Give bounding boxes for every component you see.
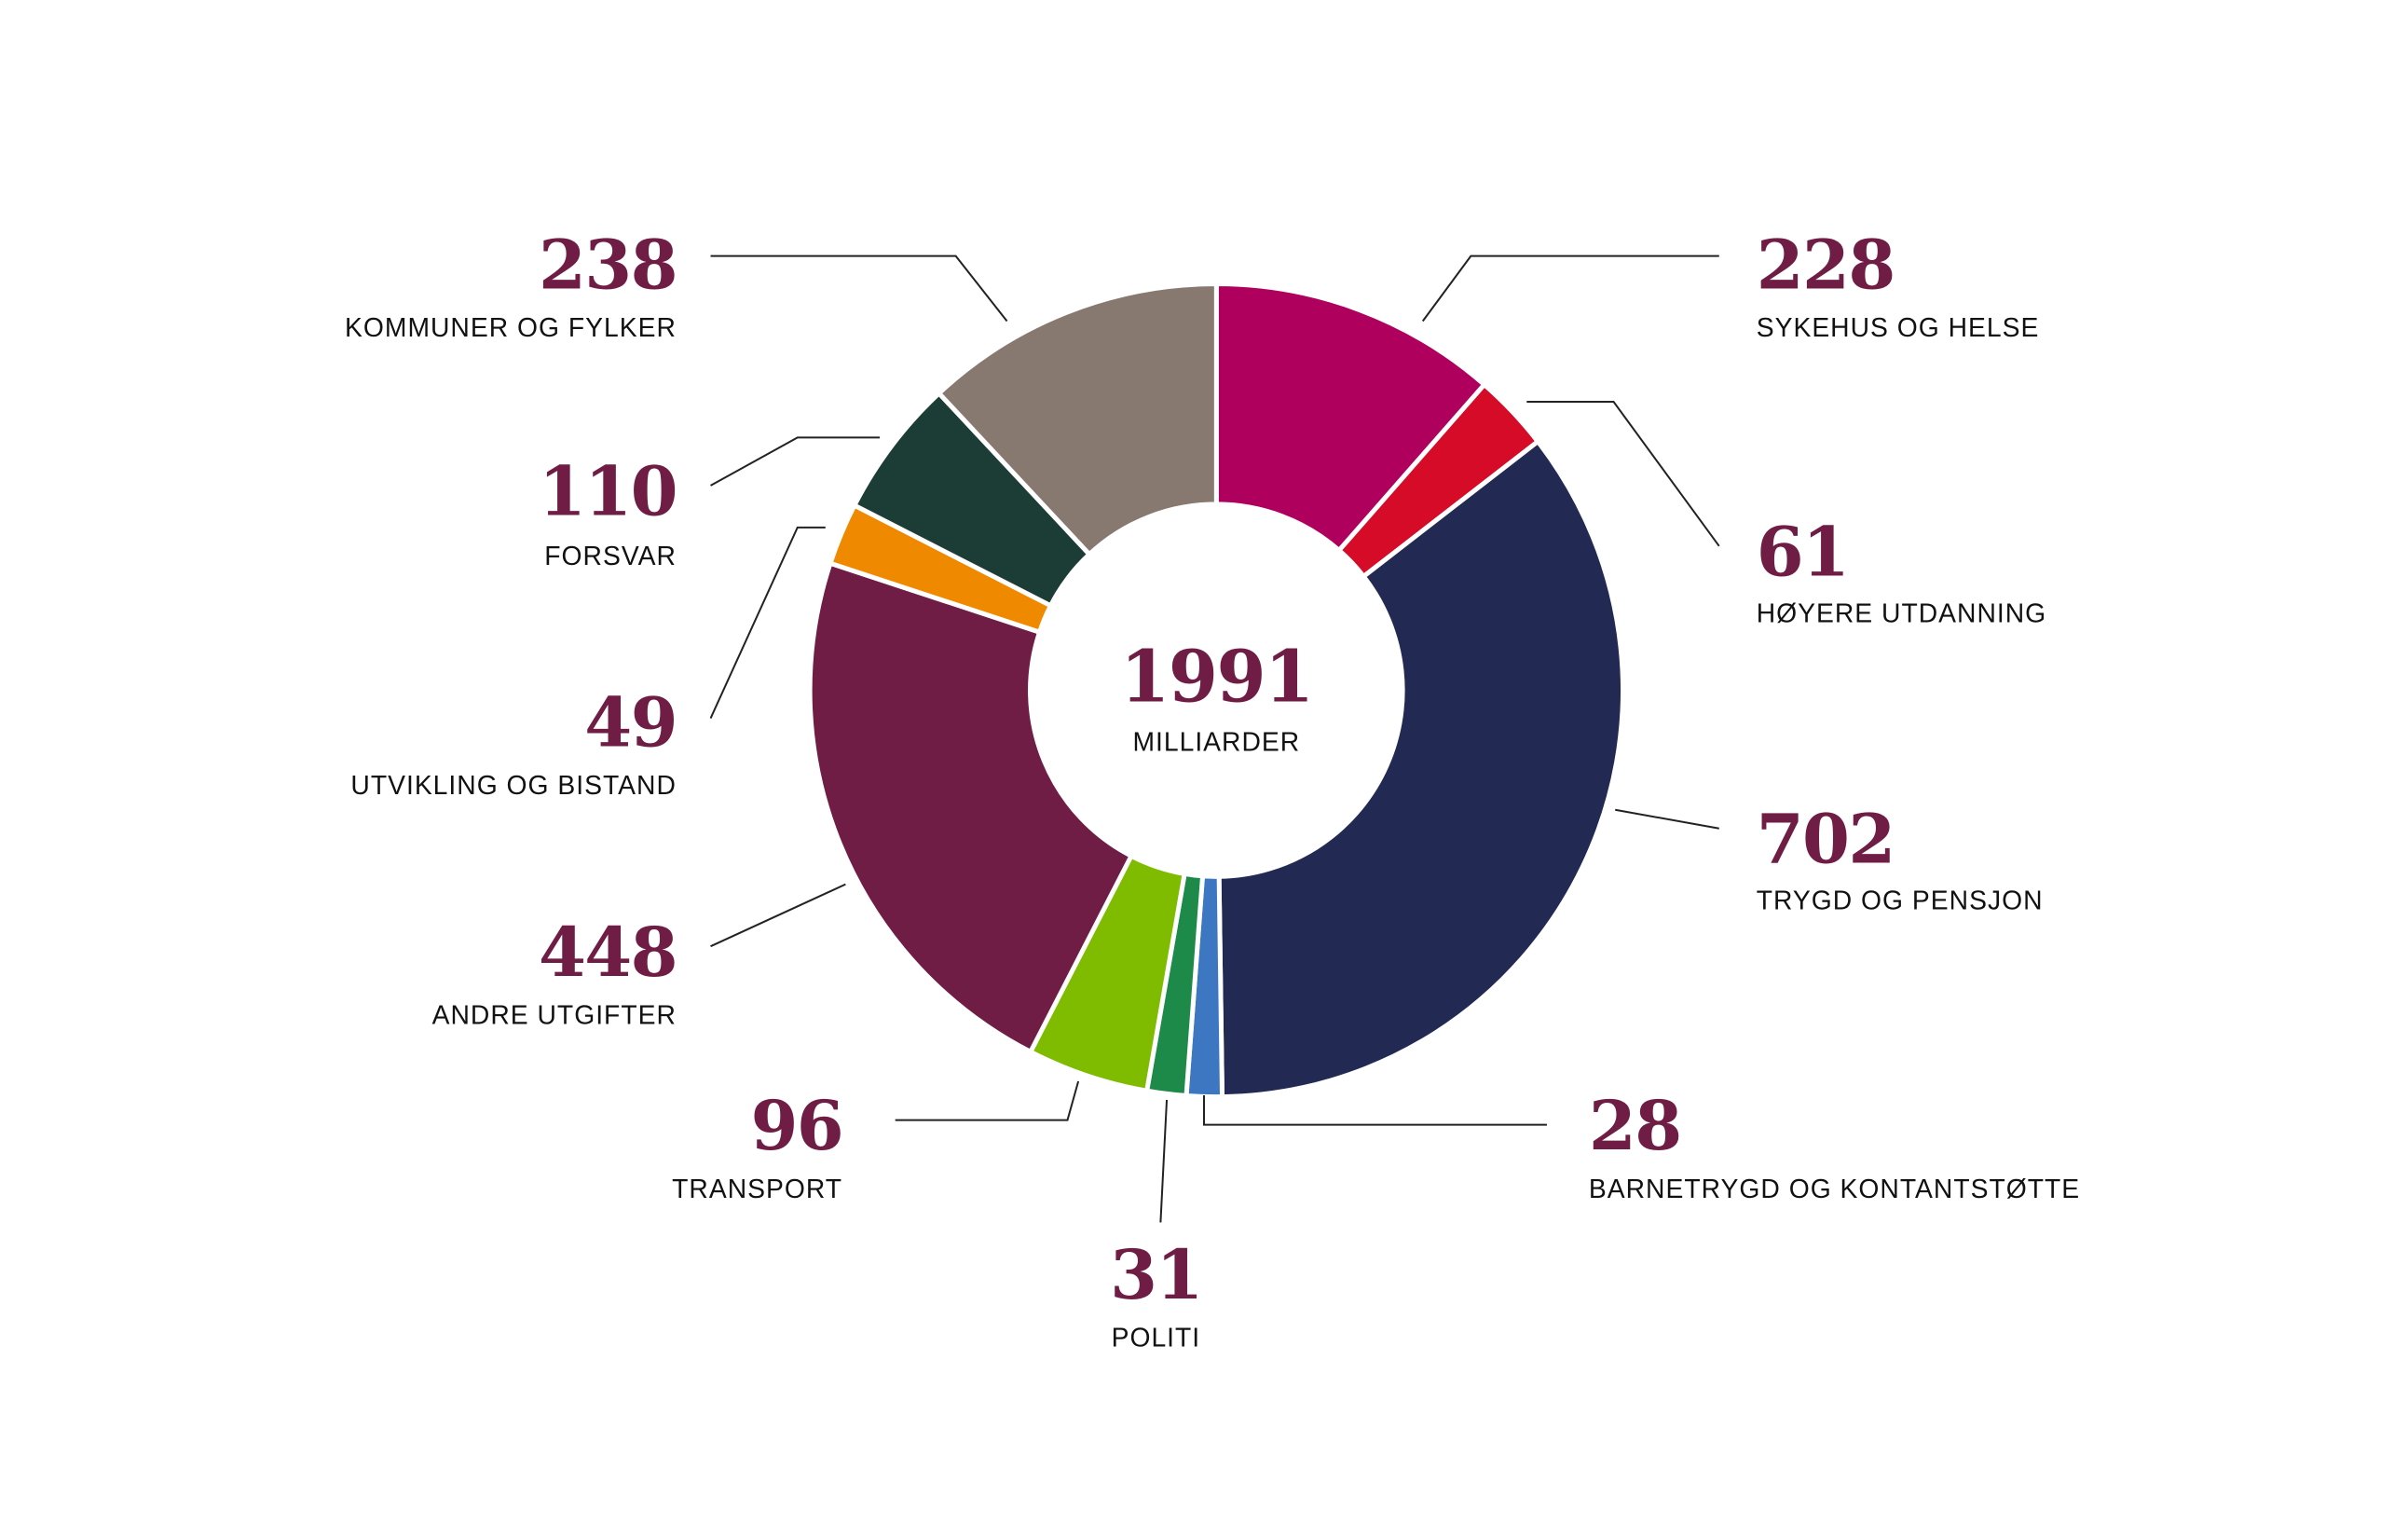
leader-barnetrygd bbox=[1203, 1094, 1547, 1126]
callout-value: 448 bbox=[539, 913, 677, 993]
callout-value: 28 bbox=[1589, 1086, 1681, 1166]
callout-sykehus: 228 SYKEHUS OG HELSE bbox=[1757, 226, 2040, 343]
callout-value: 238 bbox=[539, 226, 677, 306]
callout-value: 702 bbox=[1757, 799, 1895, 879]
leader-hoyere bbox=[1526, 401, 1720, 547]
callout-trygd: 702 TRYGD OG PENSJON bbox=[1757, 799, 2044, 914]
callout-label: TRYGD OG PENSJON bbox=[1757, 885, 2044, 914]
callout-value: 228 bbox=[1757, 226, 1895, 306]
callout-kommuner: 238 KOMMUNER OG FYLKER bbox=[345, 226, 678, 343]
leader-andre bbox=[710, 883, 846, 948]
callout-label: ANDRE UTGIFTER bbox=[432, 999, 677, 1029]
slice-sykehus-og-helse bbox=[1213, 282, 1488, 554]
center-total-label: MILLIARDER bbox=[1132, 727, 1300, 757]
callout-transport: 96 TRANSPORT bbox=[672, 1086, 844, 1203]
callout-hoyere: 61 HØYERE UTDANNING bbox=[1757, 512, 2046, 627]
leader-politi bbox=[1159, 1099, 1169, 1223]
center-total-value: 1991 bbox=[1120, 635, 1312, 719]
leader-trygd bbox=[1615, 808, 1719, 830]
callout-label: POLITI bbox=[1112, 1323, 1201, 1353]
callout-utvikling: 49 UTVIKLING OG BISTAND bbox=[350, 683, 677, 801]
callout-value: 61 bbox=[1757, 512, 1849, 592]
callout-label: HØYERE UTDANNING bbox=[1757, 598, 2046, 627]
callout-label: KOMMUNER OG FYLKER bbox=[345, 312, 677, 342]
leader-utvikling bbox=[709, 526, 826, 719]
slice-trygd-og-pensjon bbox=[1216, 438, 1625, 1100]
callout-value: 49 bbox=[584, 683, 677, 763]
leader-transport bbox=[895, 1080, 1080, 1121]
callout-forsvar: 110 FORSVAR bbox=[539, 452, 678, 570]
callout-value: 110 bbox=[539, 452, 677, 532]
leader-kommuner bbox=[710, 254, 1008, 323]
leader-lines bbox=[709, 254, 1720, 1223]
callout-label: SYKEHUS OG HELSE bbox=[1757, 312, 2040, 342]
callout-value: 31 bbox=[1110, 1235, 1202, 1315]
callout-label: TRANSPORT bbox=[672, 1174, 842, 1203]
donut-center: 1991 MILLIARDER bbox=[1120, 635, 1314, 757]
callout-value: 96 bbox=[750, 1086, 842, 1166]
donut-slices bbox=[807, 282, 1625, 1100]
leader-forsvar bbox=[710, 436, 881, 487]
leader-sykehus bbox=[1421, 254, 1719, 323]
callout-label: UTVIKLING OG BISTAND bbox=[350, 770, 677, 800]
slice-kommuner-og-fylker bbox=[936, 282, 1219, 558]
callout-label: FORSVAR bbox=[544, 541, 677, 570]
slice-andre-utgifter bbox=[807, 560, 1135, 1055]
callout-label: BARNETRYGD OG KONTANTSTØTTE bbox=[1589, 1174, 2080, 1203]
callout-politi: 31 POLITI bbox=[1110, 1235, 1203, 1353]
callout-barnetrygd: 28 BARNETRYGD OG KONTANTSTØTTE bbox=[1589, 1086, 2080, 1203]
callout-andre: 448 ANDRE UTGIFTER bbox=[432, 913, 678, 1030]
